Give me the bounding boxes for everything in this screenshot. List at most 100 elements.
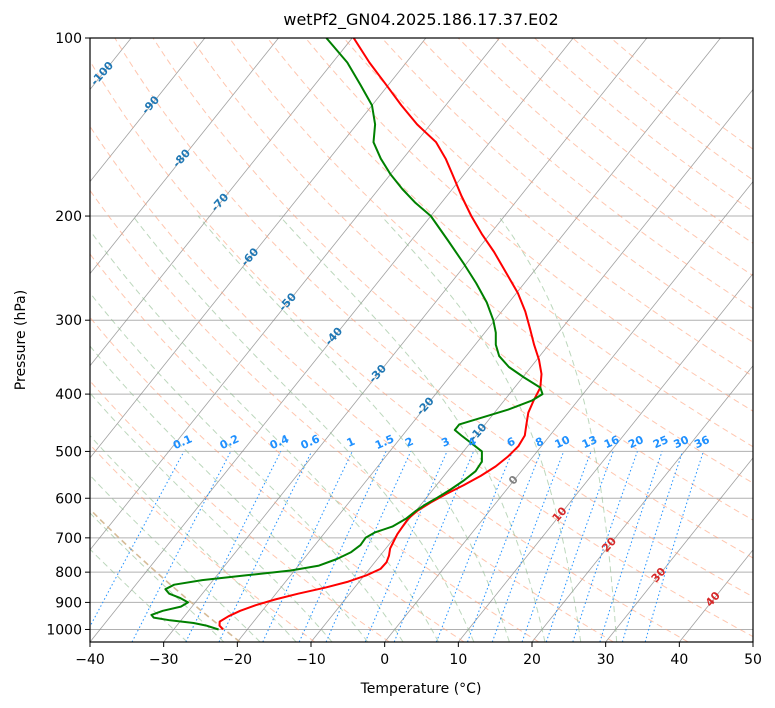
dry-adiabat-line: [572, 38, 753, 181]
profile-lines: [150, 38, 544, 631]
dry-adiabat-line: [190, 38, 753, 521]
reference-labels: 0.1 0.2 0.4 0.6 1 1.5 2 3 4 6 8 10 13 16 20 25 30 36-100-…: [88, 59, 723, 610]
mixing-ratio-line: [90, 451, 185, 628]
y-axis: 1000 900 800 700 600 500 400 300 200 100: [46, 31, 90, 638]
dry-adiabat-line: [419, 38, 753, 310]
moist-adiabat-line: [498, 215, 618, 642]
mixing-ratio-line: [298, 451, 387, 642]
isotherm-line: [310, 88, 753, 642]
moist-adiabat-line: [380, 215, 582, 642]
mixing-ratio-line: [572, 451, 638, 642]
moist-adiabat-line: [90, 392, 333, 642]
dry-adiabat-line: [457, 38, 753, 277]
mixing-ratio-line: [521, 451, 592, 642]
mixing-ratio-line: [364, 451, 448, 642]
moist-adiabat-line: [279, 215, 546, 642]
mixing-ratio-line: [185, 451, 282, 642]
x-tick-label: 50: [744, 652, 762, 668]
x-tick-label: 0: [380, 652, 389, 668]
y-tick-label: 700: [55, 531, 82, 547]
isotherm-label: -80: [170, 146, 193, 170]
isotherm-line: [90, 38, 206, 183]
isotherm-line: [90, 38, 574, 642]
mixing-ratio-line: [545, 451, 614, 642]
moist-adiabat-line: [90, 548, 188, 642]
mixing-ratio-label: 20: [626, 433, 646, 451]
y-tick-label: 100: [55, 31, 82, 47]
reference-lines: [90, 38, 753, 642]
mixing-ratio-label: 16: [602, 433, 622, 451]
isotherm-line: [384, 180, 753, 642]
y-tick-label: 400: [55, 387, 82, 403]
mixing-ratio-label: 30: [672, 433, 692, 451]
isotherm-line: [237, 38, 721, 642]
x-tick-label: −30: [149, 652, 179, 668]
isotherm-label: -20: [414, 394, 437, 418]
mixing-ratio-line: [393, 451, 475, 642]
y-tick-label: 1000: [46, 622, 82, 638]
dry-adiabat-line: [90, 444, 315, 642]
isotherm-line: [752, 641, 753, 642]
moist-adiabat-line: [132, 215, 475, 642]
moist-adiabat-line: [90, 292, 404, 642]
dry-adiabat-line: [90, 125, 689, 642]
mixing-ratio-label: 0.1: [171, 432, 194, 452]
mixing-ratio-label: 6: [505, 435, 518, 450]
moist-adiabat-line: [90, 345, 369, 642]
isotherm-line: [531, 365, 753, 642]
x-tick-label: 40: [670, 652, 688, 668]
isotherm-label: -30: [366, 362, 389, 386]
x-tick-label: −10: [296, 652, 326, 668]
isotherm-label: 0: [506, 473, 521, 488]
x-tick-label: 20: [523, 652, 541, 668]
mixing-ratio-label: 10: [553, 433, 573, 451]
mixing-ratio-label: 0.2: [218, 432, 241, 452]
mixing-ratio-label: 1: [345, 435, 357, 450]
dry-adiabat-line: [152, 38, 753, 559]
x-tick-label: −40: [75, 652, 105, 668]
mixing-ratio-label: 8: [533, 435, 545, 450]
isotherm-label: 10: [550, 504, 570, 524]
mixing-ratio-line: [218, 451, 313, 642]
mixing-ratio-line: [644, 451, 704, 642]
dry-adiabat-line: [343, 38, 753, 377]
temperature-line: [218, 38, 543, 631]
moist-adiabat-line: [197, 215, 510, 642]
y-tick-label: 600: [55, 491, 82, 507]
mixing-ratio-line: [599, 451, 663, 642]
isotherm-line: [458, 273, 753, 642]
mixing-ratio-line: [467, 451, 542, 642]
y-axis-title: Pressure (hPa): [13, 290, 29, 390]
dry-adiabat-line: [90, 60, 753, 638]
moist-adiabat-line: [90, 229, 439, 642]
mixing-ratio-label: 25: [651, 433, 670, 451]
mixing-ratio-label: 2: [403, 435, 415, 450]
y-tick-label: 900: [55, 595, 82, 611]
isotherm-line: [605, 457, 753, 642]
dry-adiabat-line: [90, 189, 614, 642]
dry-adiabat-line: [90, 316, 465, 642]
x-tick-label: 10: [449, 652, 467, 668]
x-tick-label: 30: [597, 652, 615, 668]
dry-adiabat-line: [114, 38, 753, 598]
dry-adiabat-line: [534, 38, 753, 212]
isotherm-label: -50: [276, 290, 299, 314]
dry-adiabat-line: [90, 508, 241, 642]
isotherm-label: -60: [238, 245, 261, 269]
dewpoint-line: [150, 38, 544, 631]
mixing-ratio-line: [491, 451, 565, 642]
dry-adiabat-line: [305, 38, 753, 412]
moist-adiabat-line: [90, 434, 297, 642]
y-tick-label: 200: [55, 209, 82, 225]
dry-adiabat-line: [381, 38, 753, 343]
isotherm-label: -100: [88, 59, 116, 88]
x-tick-label: −20: [223, 652, 253, 668]
moist-adiabat-line: [90, 512, 225, 642]
isotherm-label: 30: [649, 565, 669, 585]
plot-frame: [89, 37, 754, 643]
mixing-ratio-label: 13: [580, 433, 599, 451]
isotherm-label: -40: [322, 324, 345, 348]
isotherm-line: [163, 38, 648, 642]
mixing-ratio-label: 3: [439, 435, 451, 450]
